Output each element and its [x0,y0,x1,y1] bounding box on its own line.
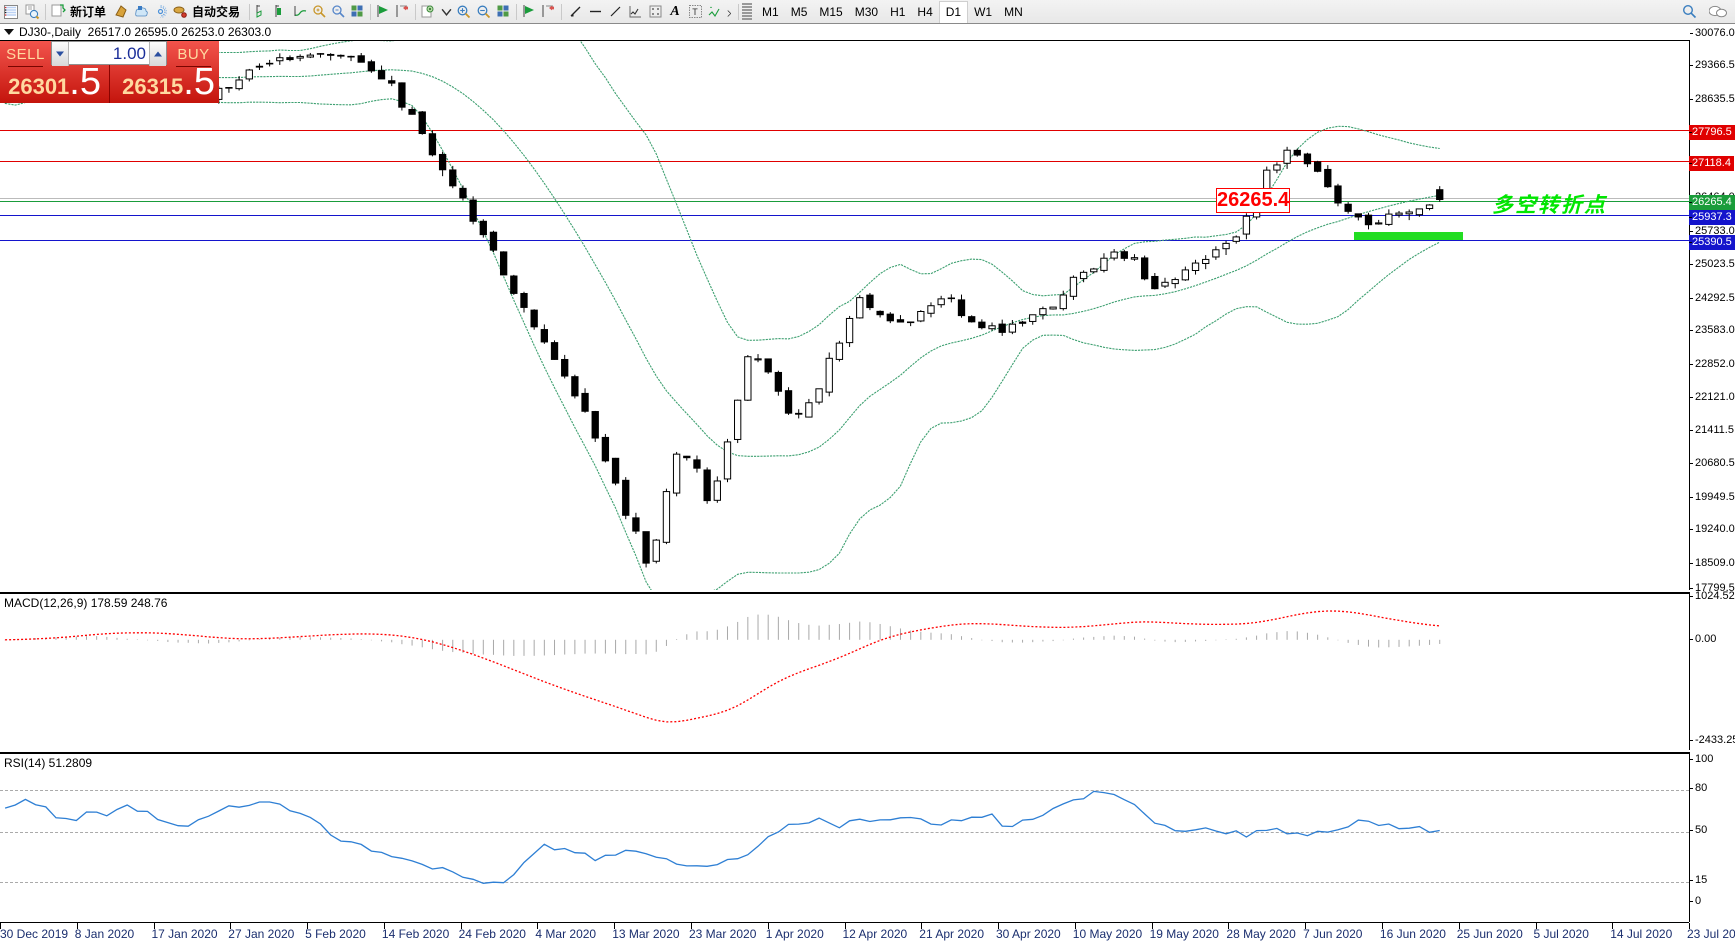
svg-text:T: T [692,7,698,17]
